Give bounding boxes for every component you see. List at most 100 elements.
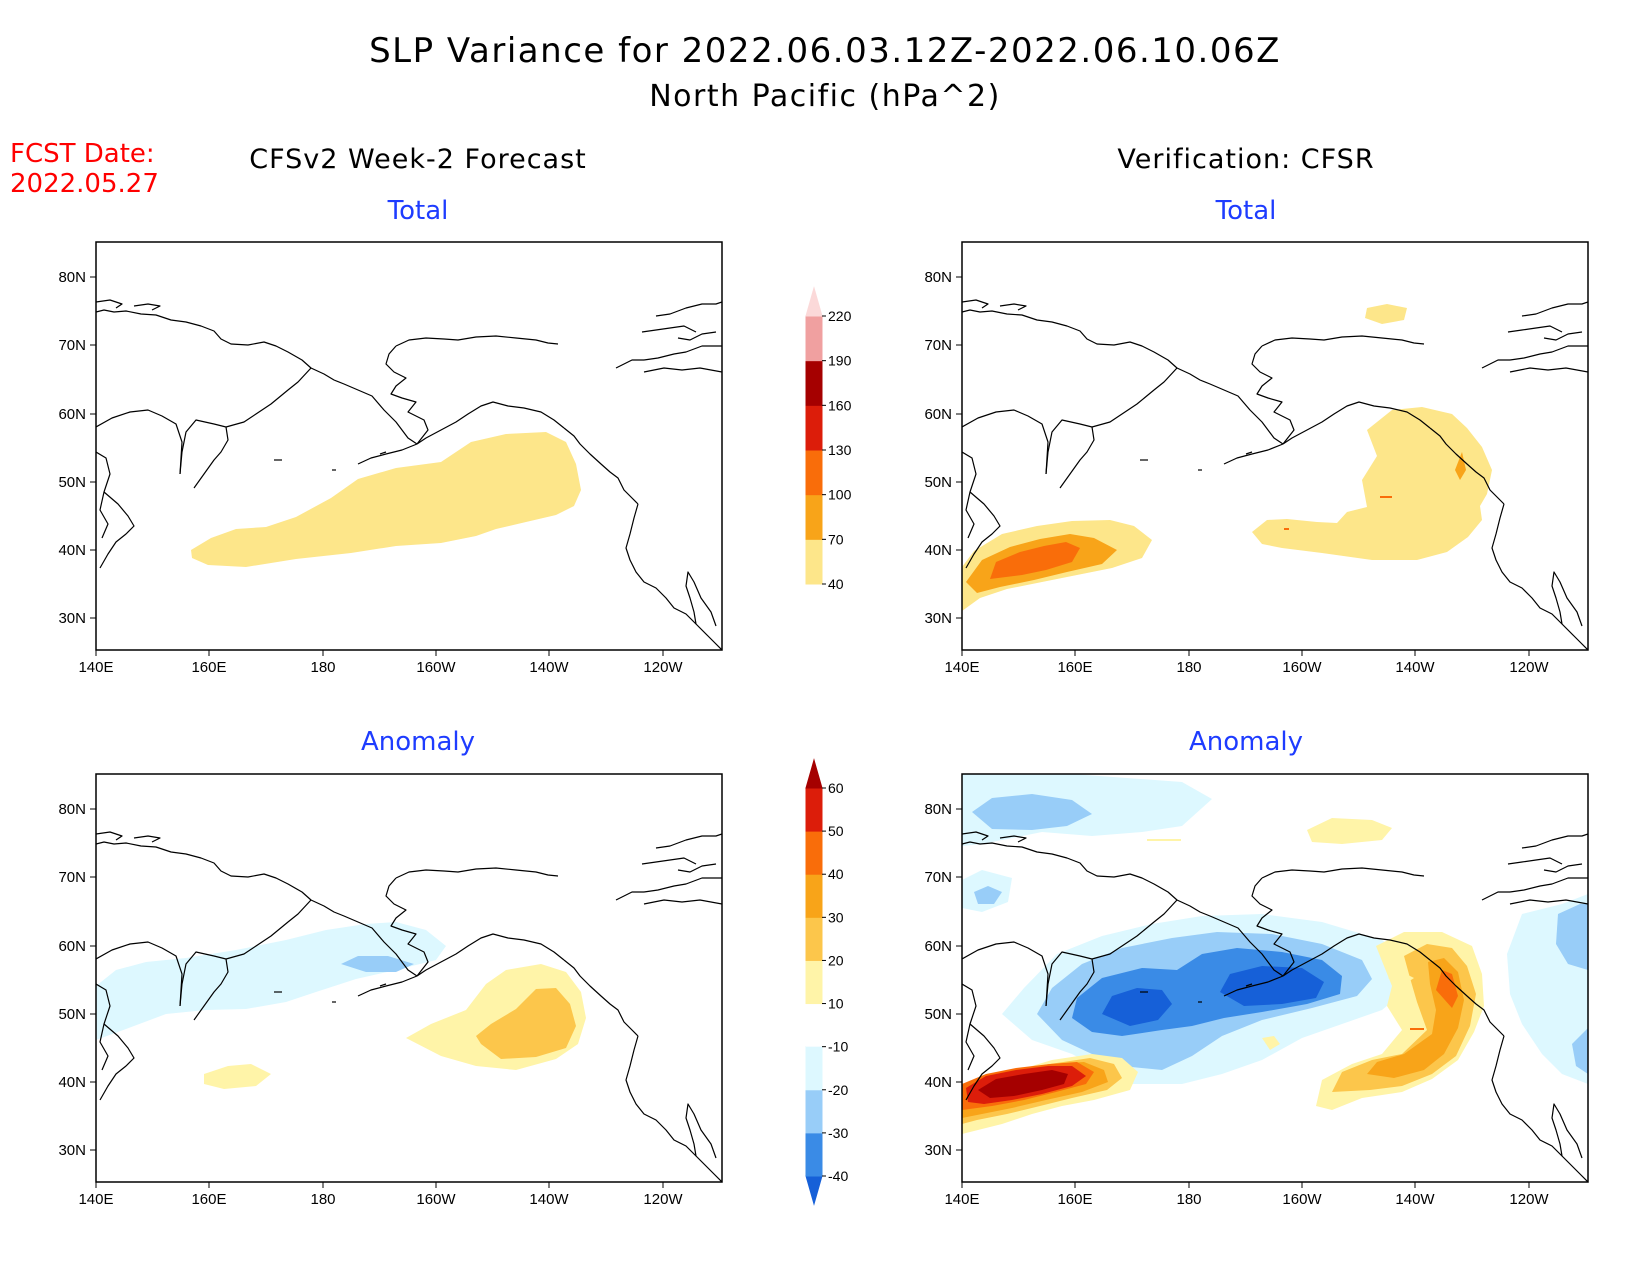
colorbar-swatch [805, 315, 823, 362]
map-panel-verification-total [955, 241, 1589, 657]
y-tick-label: 60N [58, 406, 86, 423]
colorbar-lower-cap [805, 583, 823, 614]
shading-neg20-neg30-spot [974, 886, 1002, 904]
shading-40-70-east [1252, 407, 1492, 560]
colorbar-tick-label: 100 [828, 487, 852, 503]
y-tick-label: 50N [924, 474, 952, 491]
y-tick-label: 30N [924, 1142, 952, 1159]
shading-40-70-arctic [1365, 304, 1407, 324]
colorbar-swatch [805, 787, 823, 832]
colorbar-swatch [805, 360, 823, 406]
x-tick-label: 160E [191, 1191, 226, 1208]
colorbar-swatch [805, 873, 823, 918]
colorbar-tick-label: 160 [828, 397, 852, 413]
colorbar-tick-label: -10 [828, 1039, 848, 1055]
colorbar-tick-label: 70 [828, 531, 844, 547]
x-tick-label: 160W [1282, 659, 1322, 676]
panel-subtitle-verif-total: Total [1215, 196, 1277, 226]
shading-10-20-mid [1388, 972, 1414, 986]
x-tick-label: 120W [1509, 659, 1549, 676]
x-tick-label: 160W [1282, 1191, 1322, 1208]
x-tick-label: 160E [191, 659, 226, 676]
map-panel-forecast-total [89, 241, 723, 657]
fcst-date-value: 2022.05.27 [10, 169, 159, 199]
colorbar-tick-label: -30 [828, 1125, 848, 1141]
shading-neg20-neg30 [341, 956, 414, 972]
panel-subtitle-fcst-anomaly: Anomaly [361, 727, 475, 757]
colorbar-swatch [805, 538, 823, 585]
colorbar-tick-label: 60 [828, 780, 844, 796]
y-tick-label: 60N [924, 406, 952, 423]
shading-neg20-neg30-arctic [972, 794, 1092, 830]
main-title-line1: SLP Variance for 2022.06.03.12Z-2022.06.… [369, 31, 1281, 71]
colorbar-tick-label: 220 [828, 308, 852, 324]
x-tick-label: 120W [1509, 1191, 1549, 1208]
x-tick-label: 140E [944, 659, 979, 676]
colorbar-upper-cap [805, 286, 823, 317]
y-tick-label: 60N [924, 938, 952, 955]
forecast-column-title: CFSv2 Week-2 Forecast [249, 144, 587, 175]
y-tick-label: 50N [924, 1006, 952, 1023]
y-tick-label: 50N [58, 474, 86, 491]
shading-40-50-east [1436, 970, 1458, 1008]
shading-40-70 [191, 432, 581, 567]
y-tick-label: 70N [924, 337, 952, 354]
y-tick-label: 30N [58, 1142, 86, 1159]
verification-column-title: Verification: CFSR [1117, 144, 1374, 175]
colorbar-tick-label: 50 [828, 823, 844, 839]
x-tick-label: 160E [1057, 659, 1092, 676]
y-tick-label: 70N [58, 337, 86, 354]
shading-10-20-spot [1147, 839, 1181, 841]
y-tick-label: 70N [58, 869, 86, 886]
colorbar-tick-label: 130 [828, 442, 852, 458]
y-tick-label: 40N [924, 1074, 952, 1091]
x-tick-label: 160W [416, 659, 456, 676]
x-tick-label: 180 [1176, 1191, 1201, 1208]
x-tick-label: 140E [944, 1191, 979, 1208]
x-tick-label: 140W [529, 1191, 569, 1208]
shading-10-20-small [204, 1064, 271, 1089]
shading-70-100-east [1455, 452, 1466, 480]
colorbar-tick-label: -40 [828, 1168, 848, 1184]
shading-20-30-main [476, 988, 576, 1059]
shading-gt60-west [978, 1070, 1068, 1098]
x-tick-label: 120W [643, 1191, 683, 1208]
shading-lt-neg40-west [1102, 988, 1172, 1026]
x-tick-label: 180 [310, 659, 335, 676]
shading-70-100-spot2 [1284, 528, 1289, 530]
x-tick-label: 140W [1395, 659, 1435, 676]
colorbar-anomaly: -40 -30 -20 -10 10 20 30 40 50 60 [805, 758, 848, 1206]
fcst-date-label: FCST Date: [10, 139, 155, 169]
y-tick-label: 30N [58, 610, 86, 627]
colorbar-tick-label: 40 [828, 866, 844, 882]
colorbar-lower-cap [805, 1175, 823, 1206]
y-tick-label: 70N [924, 869, 952, 886]
shading-10-20-spot2 [1262, 1036, 1280, 1050]
x-tick-label: 140E [78, 1191, 113, 1208]
colorbar-upper-cap [805, 758, 823, 789]
colorbar-total: 40 70 100 130 160 190 220 [805, 286, 852, 614]
shading-neg10-neg20 [96, 922, 446, 1040]
colorbar-swatch [805, 959, 823, 1005]
colorbar-swatch [805, 404, 823, 451]
y-tick-label: 80N [58, 801, 86, 818]
colorbar-swatch [805, 1132, 823, 1177]
panel-subtitle-verif-anomaly: Anomaly [1189, 727, 1303, 757]
x-tick-label: 140W [529, 659, 569, 676]
y-tick-label: 80N [924, 801, 952, 818]
axis-tick-labels: 140E 160E 180 160W 140W 120W 80N 70N 60N 50N 40N 30… [58, 269, 1549, 1208]
shading-neg20-neg30-east2 [1572, 1028, 1588, 1074]
x-tick-label: 140E [78, 659, 113, 676]
colorbar-swatch [805, 830, 823, 875]
colorbar-tick-label: 20 [828, 952, 844, 968]
shading-lt-neg40-east [1220, 966, 1324, 1006]
shading-40-50-spot [1410, 1028, 1424, 1030]
shading-100-130-west [990, 542, 1080, 579]
x-tick-label: 180 [1176, 659, 1201, 676]
colorbar-swatch [805, 449, 823, 496]
y-tick-label: 50N [58, 1006, 86, 1023]
x-tick-label: 120W [643, 659, 683, 676]
y-tick-label: 80N [58, 269, 86, 286]
colorbar-tick-label: 10 [828, 996, 844, 1012]
